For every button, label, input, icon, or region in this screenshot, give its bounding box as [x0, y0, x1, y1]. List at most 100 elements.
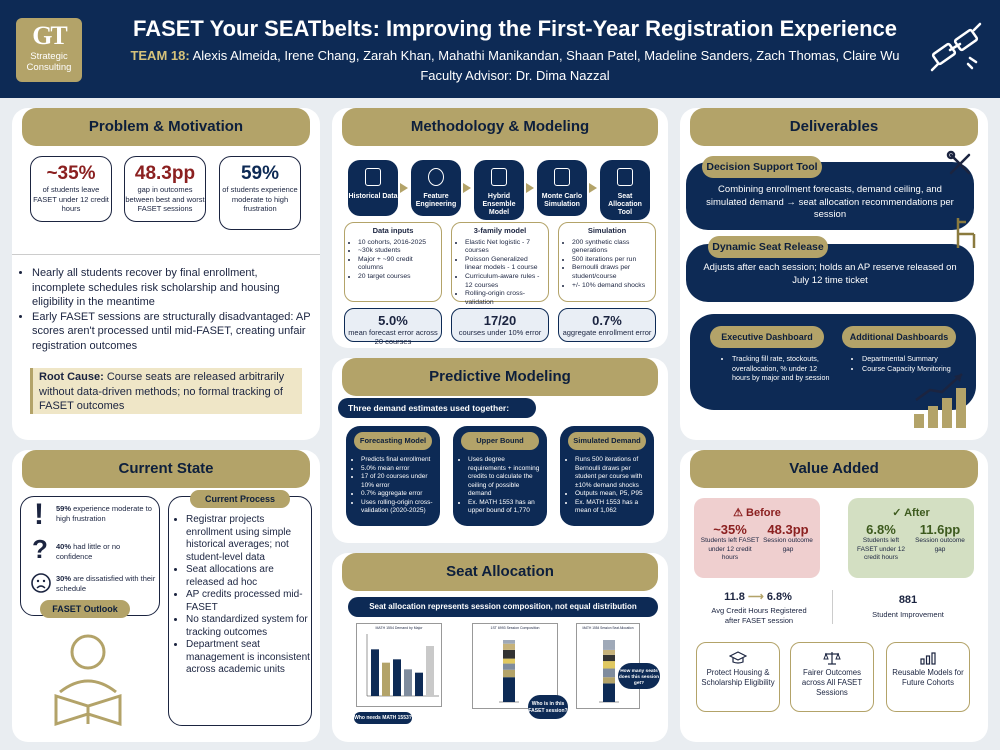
after-stat-value: 6.8%	[866, 522, 896, 537]
team-members: Alexis Almeida, Irene Chang, Zarah Khan,…	[192, 48, 900, 63]
tools-icon	[946, 150, 971, 175]
before-stat: ~35% Students left FASET under 12 credit…	[700, 522, 760, 563]
logo-subtitle-1: Strategic	[30, 51, 68, 62]
flow-node-hybrid-model: Hybrid Ensemble Model	[474, 160, 524, 220]
dynamic-release-text: Adjusts after each session; holds an AP …	[703, 262, 957, 286]
method-stat: 0.7% aggregate enrollment error	[558, 308, 656, 342]
benefit-card: Reusable Models for Future Cohorts	[886, 642, 970, 712]
stat-value: 59%	[240, 163, 280, 184]
outlook-pct: 30%	[56, 574, 72, 583]
chart-bar-segment	[603, 649, 615, 655]
root-cause-text: Course seats are released arbitrarily wi…	[39, 371, 285, 412]
seat-allocation-title: Seat Allocation	[342, 553, 658, 591]
outlook-stat: 40% had little or no confidence	[56, 542, 156, 561]
before-stat-label: Session outcome gap	[763, 537, 813, 553]
additional-dashboards-label: Additional Dashboards	[842, 326, 956, 348]
flow-node-label: Historical Data	[348, 193, 398, 200]
method-box: Simulation 200 synthetic class generatio…	[558, 222, 656, 302]
model-card-title: Forecasting Model	[354, 432, 432, 450]
list-item: Runs 500 iterations of Bernoulli draws p…	[575, 456, 648, 490]
model-card: Upper Bound Uses degree requirements + i…	[453, 426, 547, 526]
list-item: 20 target courses	[358, 273, 436, 282]
method-box: Data inputs 10 cohorts, 2016-2025~30k st…	[344, 222, 442, 302]
flow-node-label: Hybrid Ensemble Model	[482, 193, 516, 216]
list-item: Registrar projects enrollment using simp…	[186, 514, 310, 564]
method-box-title: Simulation	[587, 226, 627, 235]
model-card-title: Simulated Demand	[568, 432, 646, 450]
list-item: 500 iterations per run	[572, 256, 650, 265]
benefit-text: Protect Housing & Scholarship Eligibilit…	[701, 668, 775, 687]
predictive-panel: Predictive Modeling Three demand estimat…	[332, 358, 668, 543]
stat-label: of students leave FASET under 12 credit …	[33, 185, 109, 213]
chart-bar-segment	[603, 661, 615, 669]
model-card: Simulated Demand Runs 500 iterations of …	[560, 426, 654, 526]
chart-title: 1ST 6993 Session Composition	[490, 626, 540, 630]
chart-bar-segment	[603, 668, 615, 678]
list-item: Curriculum-aware rules - 12 courses	[465, 273, 543, 290]
demand-by-major-chart: MATH 1554 Demand by Major	[356, 623, 442, 707]
list-item: Ex. MATH 1553 has a mean of 1,062	[575, 499, 648, 516]
chart-bar-segment	[503, 649, 515, 659]
stat-card: 59% of students experience moderate to h…	[219, 156, 301, 230]
after-stat: 11.6pp Session outcome gap	[910, 522, 970, 554]
model-card: Forecasting Model Predicts final enrollm…	[346, 426, 440, 526]
list-item: No standardized system for tracking outc…	[186, 614, 310, 639]
list-item: Ex. MATH 1553 has an upper bound of 1,77…	[468, 499, 541, 516]
stat-label: gap in outcomes between best and worst F…	[125, 185, 205, 213]
poster-title: FASET Your SEATbelts: Improving the Firs…	[132, 16, 898, 41]
methodology-title: Methodology & Modeling	[342, 108, 658, 146]
credit-to: 6.8%	[766, 591, 792, 603]
list-item: 17 of 20 courses under 10% error	[361, 473, 434, 490]
decision-support-text: Combining enrollment forecasts, demand c…	[706, 184, 954, 220]
method-stat-label: mean forecast error across 20 courses	[348, 328, 438, 346]
chart-bar-segment	[503, 663, 515, 670]
after-stat-value: 11.6pp	[919, 522, 961, 537]
scales-icon	[823, 652, 841, 665]
flow-arrow-icon	[526, 183, 534, 193]
header: GT Strategic Consulting FASET Your SEATb…	[0, 0, 1000, 98]
divider	[832, 590, 833, 624]
after-box	[848, 498, 974, 578]
model-card-title: Upper Bound	[461, 432, 539, 450]
flow-node-label: Monte Carlo Simulation	[541, 193, 583, 208]
value-title: Value Added	[690, 450, 978, 488]
method-stat-label: aggregate enrollment error	[562, 328, 652, 337]
list-item: Departmental Summary	[862, 354, 960, 364]
faculty-advisor: Faculty Advisor: Dr. Dima Nazzal	[420, 68, 610, 83]
chart-bar-segment	[603, 683, 615, 702]
stat-value: ~35%	[46, 163, 96, 184]
before-box	[694, 498, 820, 578]
benefit-card: Fairer Outcomes across All FASET Session…	[790, 642, 874, 712]
after-label: ✓ After	[892, 507, 930, 519]
after-stat: 6.8% Students left FASET under 12 credit…	[852, 522, 910, 563]
list-item: Major + ~90 credit columns	[358, 256, 436, 273]
credit-hours-change: 11.8 ⟶ 6.8%	[694, 590, 822, 603]
outlook-pct: 40%	[56, 542, 72, 551]
list-item: Elastic Net logistic - 7 courses	[465, 239, 543, 256]
team-line: TEAM 18: Alexis Almeida, Irene Chang, Za…	[100, 48, 930, 63]
credit-from: 11.8	[724, 591, 745, 603]
method-stat-label: courses under 10% error	[458, 328, 542, 337]
clipboard-icon	[617, 168, 633, 186]
exclamation-icon: !	[34, 498, 44, 531]
list-item: Bernoulli draws per student/course	[572, 264, 650, 281]
chart-title: MATH 1554 Demand by Major	[375, 626, 423, 630]
before-stat-label: Students left FASET under 12 credit hour…	[700, 537, 760, 561]
method-box-title: 3-family model	[473, 226, 527, 235]
benefit-text: Fairer Outcomes across All FASET Session…	[801, 668, 863, 697]
problem-title: Problem & Motivation	[22, 108, 310, 146]
stat-card: ~35% of students leave FASET under 12 cr…	[30, 156, 112, 222]
method-box: 3-family model Elastic Net logistic - 7 …	[451, 222, 549, 306]
list-item: Tracking fill rate, stockouts, overalloc…	[732, 354, 830, 383]
stat-label: of students experience moderate to high …	[222, 185, 298, 213]
outlook-text: experience moderate to high frustration	[56, 504, 152, 523]
chart-plot	[499, 640, 519, 703]
sad-face-icon	[31, 573, 51, 593]
after-stat-label: Session outcome gap	[915, 537, 965, 553]
list-item: 10 cohorts, 2016-2025	[358, 239, 436, 248]
current-process-list: Registrar projects enrollment using simp…	[174, 514, 310, 677]
predictive-title: Predictive Modeling	[342, 358, 658, 396]
chart-bar-segment	[503, 669, 515, 678]
list-item: 200 synthetic class generations	[572, 239, 650, 256]
additional-dashboards-list: Departmental SummaryCourse Capacity Moni…	[850, 354, 960, 373]
